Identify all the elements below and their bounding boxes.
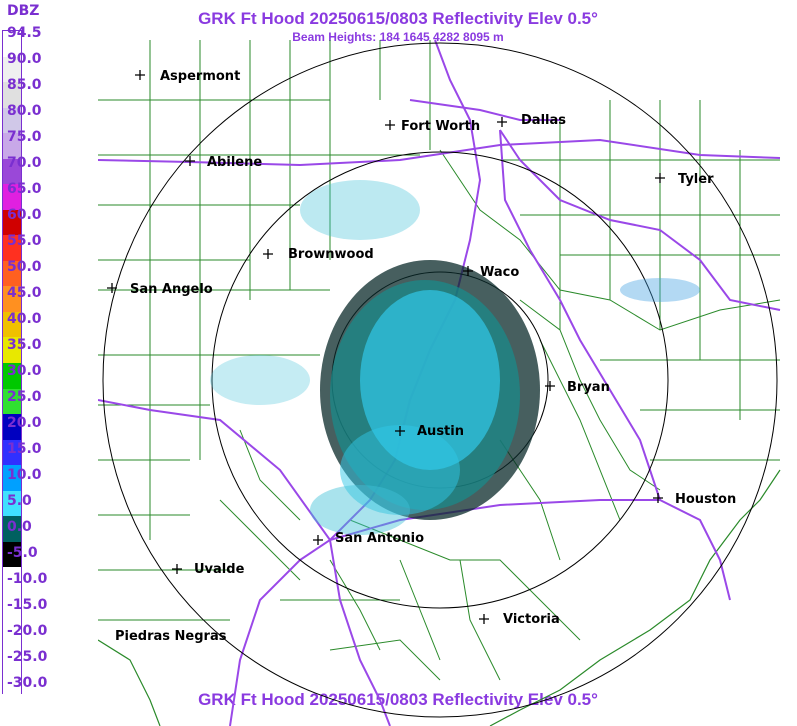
city-marker: [395, 426, 405, 436]
city-label: Piedras Negras: [115, 629, 227, 644]
city-markers: [107, 70, 665, 624]
reflectivity-echoes: [210, 180, 700, 535]
legend-label: -10.0: [7, 571, 48, 587]
city-marker: [497, 117, 507, 127]
city-label: Aspermont: [160, 69, 241, 84]
legend-label: 40.0: [7, 311, 42, 327]
legend-label: 10.0: [7, 467, 42, 483]
legend-swatch: [3, 363, 21, 390]
legend-label: 94.5: [7, 25, 42, 41]
radar-map: [98, 39, 781, 726]
legend-swatch: [3, 567, 21, 594]
city-label: San Antonio: [335, 531, 425, 546]
city-label: Waco: [480, 265, 520, 280]
legend-label: 70.0: [7, 155, 42, 171]
legend-label: 50.0: [7, 259, 42, 275]
city-marker: [463, 266, 473, 276]
legend-title: DBZ: [7, 3, 40, 19]
legend-label: 60.0: [7, 207, 42, 223]
legend-label: 45.0: [7, 285, 42, 301]
legend-swatch: [3, 311, 21, 338]
legend-swatch: [3, 490, 21, 517]
legend-label: 75.0: [7, 129, 42, 145]
city-marker: [107, 283, 117, 293]
legend-label: -5.0: [7, 545, 38, 561]
legend-swatch: [3, 235, 21, 262]
city-marker: [172, 564, 182, 574]
legend-swatch: [3, 465, 21, 492]
legend-swatch: [3, 618, 21, 645]
legend-label: 15.0: [7, 441, 42, 457]
legend-label: 35.0: [7, 337, 42, 353]
legend-label: 55.0: [7, 233, 42, 249]
city-label: Brownwood: [288, 247, 374, 262]
legend: DBZ 94.5 90.0 85.0 80.0 75.0 70.0 65.0 60.0 55.0…: [0, 0, 47, 696]
map-bottom-title: GRK Ft Hood 20250615/0803 Reflectivity E…: [198, 690, 598, 709]
legend-swatch: [3, 592, 21, 619]
legend-swatch: [3, 260, 21, 287]
legend-label: 0.0: [7, 519, 32, 535]
city-marker: [135, 70, 145, 80]
legend-swatch: [3, 541, 21, 568]
city-label: Austin: [417, 424, 464, 439]
city-label: Abilene: [207, 155, 263, 170]
legend-swatch: [3, 669, 21, 696]
city-marker: [653, 493, 663, 503]
city-marker: [655, 173, 665, 183]
legend-label: 90.0: [7, 51, 42, 67]
legend-label: -20.0: [7, 623, 48, 639]
legend-swatch: [3, 643, 21, 670]
map-title: GRK Ft Hood 20250615/0803 Reflectivity E…: [198, 9, 598, 28]
legend-swatch: [3, 286, 21, 313]
city-label: Victoria: [503, 612, 560, 627]
city-marker: [263, 249, 273, 259]
legend-label: -15.0: [7, 597, 48, 613]
legend-swatch: [3, 133, 21, 160]
legend-swatch: [3, 388, 21, 415]
city-marker: [313, 535, 323, 545]
legend-swatch: [3, 158, 21, 185]
legend-swatch: [3, 107, 21, 134]
legend-swatch: [3, 439, 21, 466]
legend-label: 80.0: [7, 103, 42, 119]
city-label: San Angelo: [130, 282, 213, 297]
legend-label: -30.0: [7, 675, 48, 691]
city-marker: [545, 381, 555, 391]
legend-label: 30.0: [7, 363, 42, 379]
city-label: Tyler: [678, 172, 714, 187]
county-lines: [98, 40, 781, 681]
legend-swatch: [3, 31, 21, 58]
city-marker: [185, 156, 195, 166]
legend-swatch: [3, 209, 21, 236]
city-label: Fort Worth: [401, 119, 481, 134]
boundaries: [98, 469, 781, 726]
legend-label: -25.0: [7, 649, 48, 665]
city-label: Uvalde: [194, 562, 245, 577]
legend-swatch: [3, 414, 21, 441]
map-subtitle: Beam Heights: 184 1645 4282 8095 m: [292, 30, 504, 44]
legend-swatch: [3, 516, 21, 543]
legend-swatch: [3, 337, 21, 364]
city-label: Dallas: [521, 113, 566, 128]
legend-swatch: [3, 56, 21, 83]
legend-label: 5.0: [7, 493, 32, 509]
legend-colorbar: [2, 30, 22, 696]
city-label: Bryan: [567, 380, 610, 395]
legend-swatch: [3, 184, 21, 211]
legend-label: 20.0: [7, 415, 42, 431]
city-marker: [385, 120, 395, 130]
city-label: Houston: [675, 492, 737, 507]
legend-label: 65.0: [7, 181, 42, 197]
legend-swatch: [3, 82, 21, 109]
legend-label: 85.0: [7, 77, 42, 93]
legend-label: 25.0: [7, 389, 42, 405]
city-marker: [479, 614, 489, 624]
